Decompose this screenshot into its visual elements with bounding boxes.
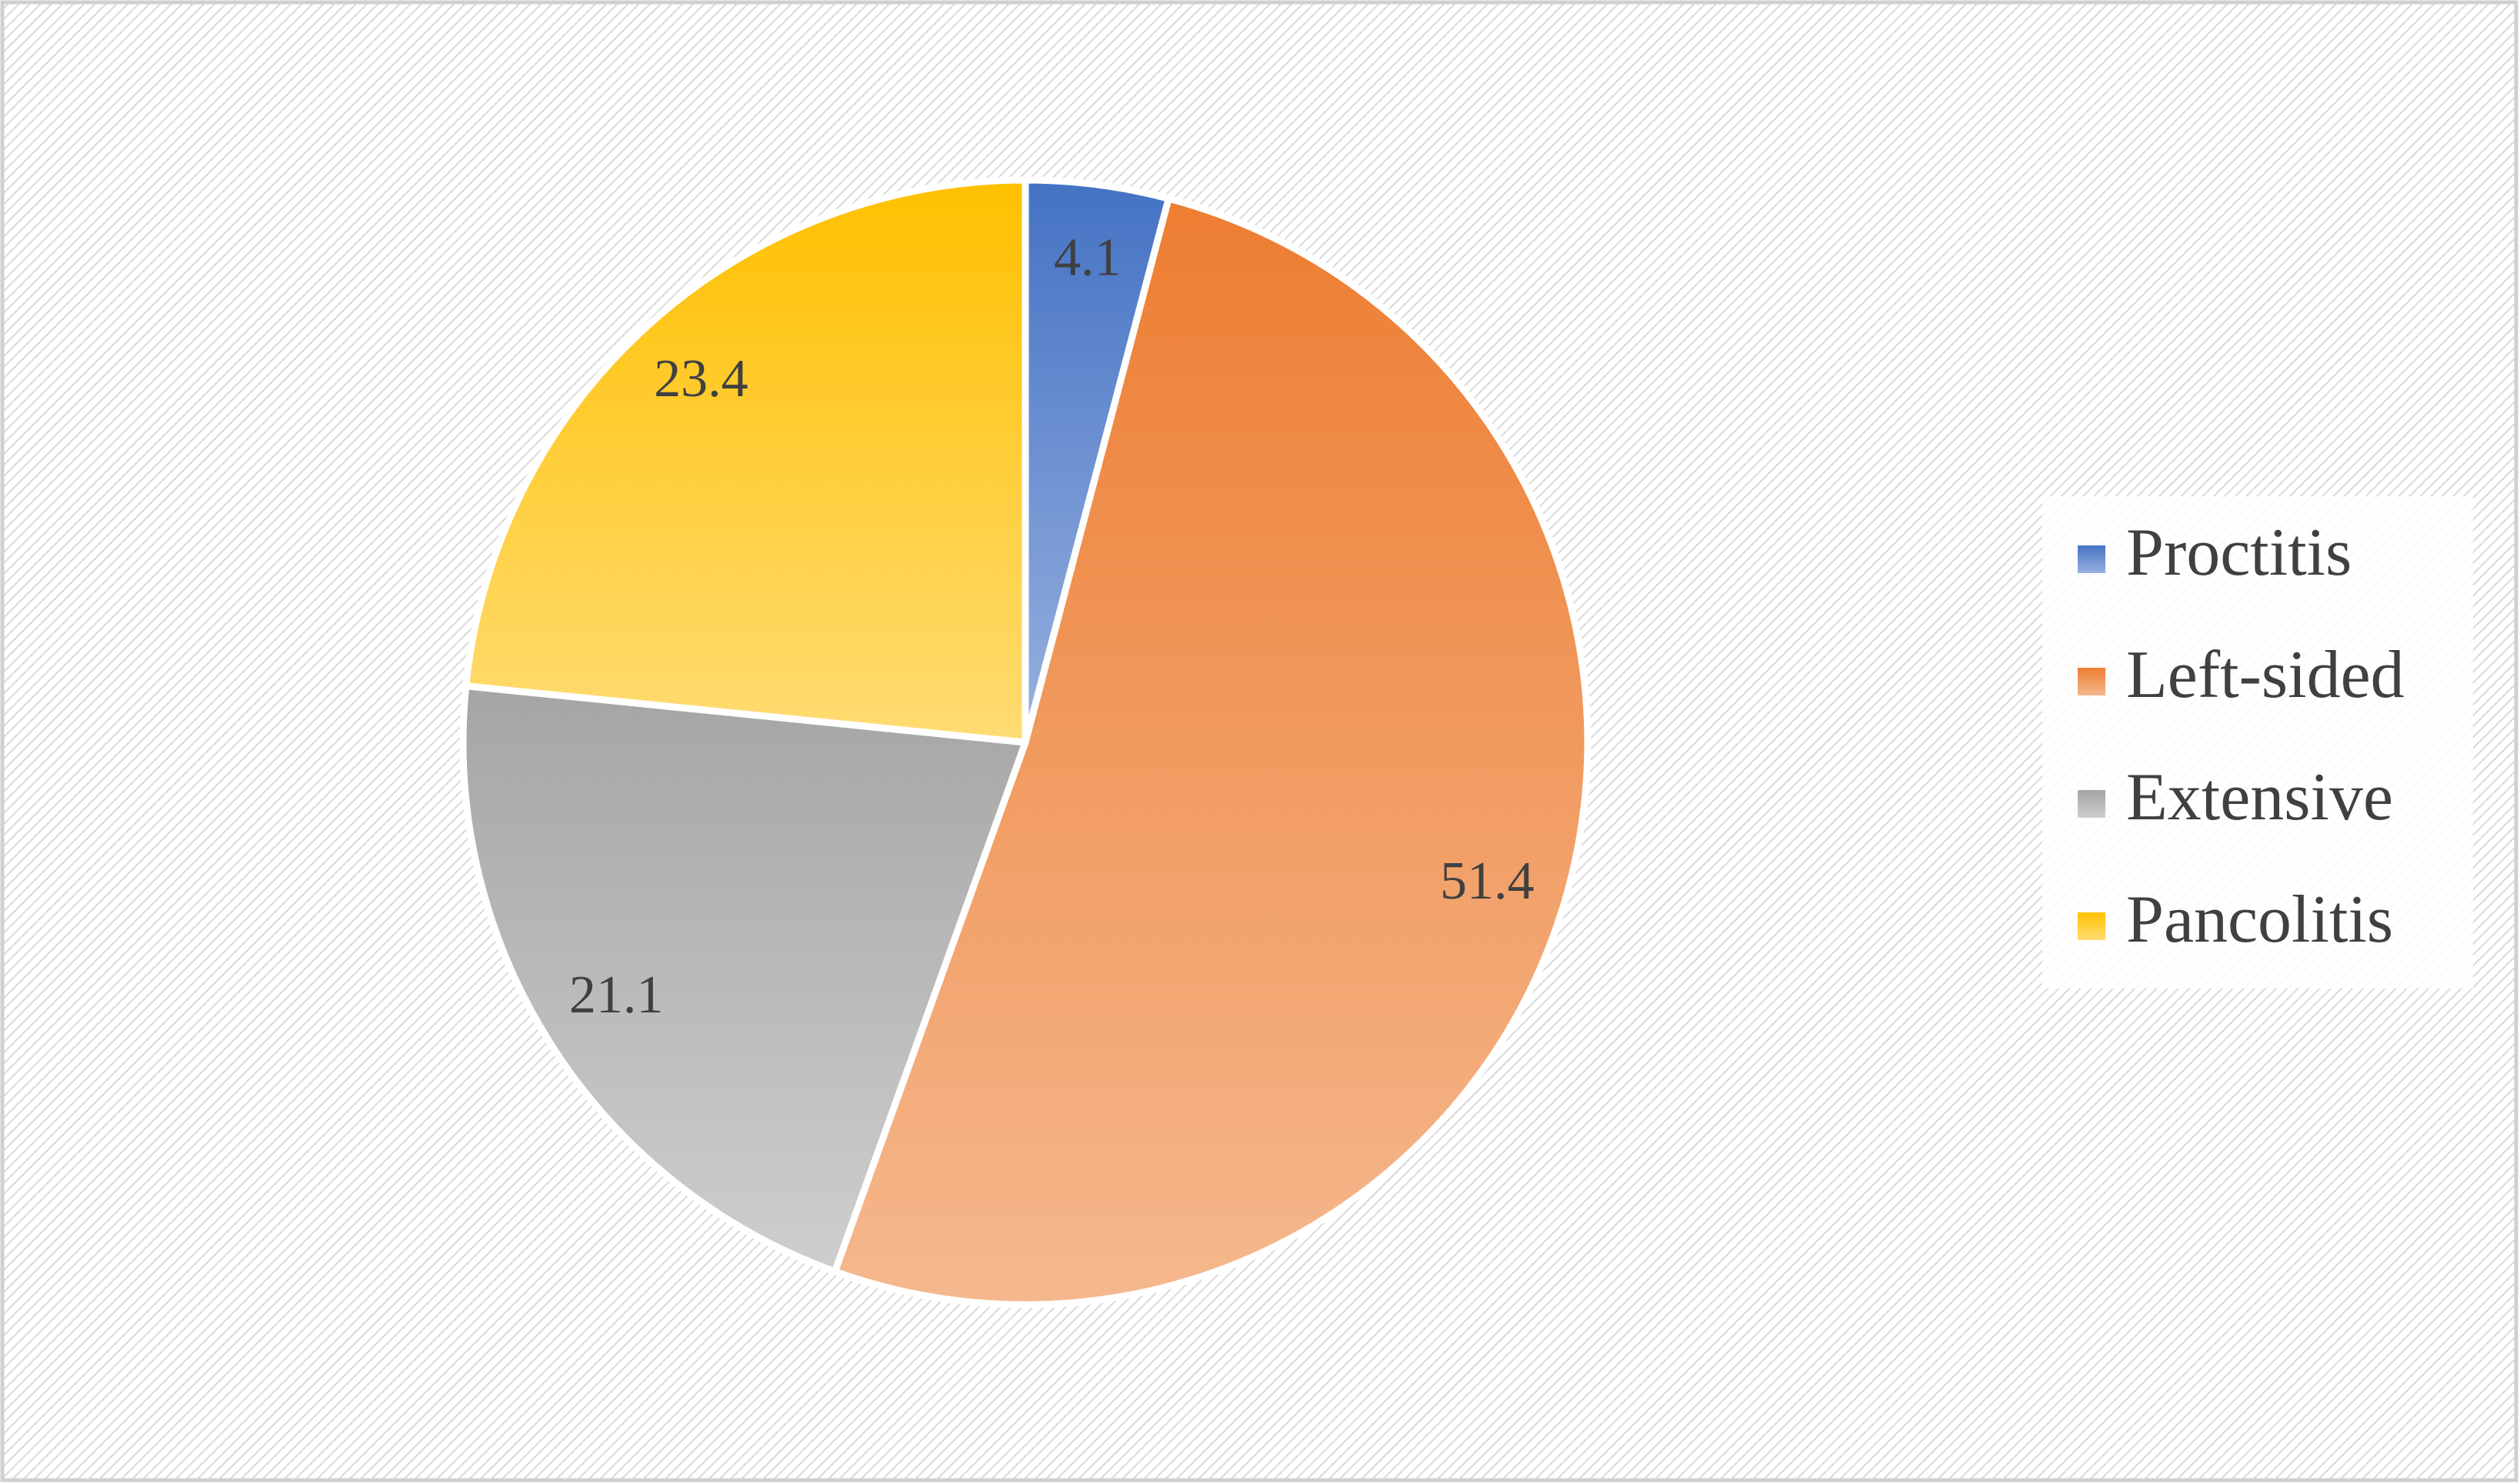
data-label: 21.1: [569, 965, 664, 1025]
legend-label: Extensive: [2126, 760, 2393, 835]
pie-slice: [831, 195, 1592, 1309]
legend-label: Left-sided: [2126, 638, 2405, 712]
data-label: 4.1: [1054, 228, 1122, 288]
legend-label: Pancolitis: [2126, 882, 2393, 957]
legend-swatch: [2078, 790, 2105, 818]
legend-label: Proctitis: [2126, 515, 2352, 590]
legend-swatch: [2078, 668, 2105, 695]
legend-swatch: [2078, 912, 2105, 940]
pie-slice: [462, 176, 1029, 746]
data-label: 51.4: [1440, 852, 1535, 911]
legend-swatch: [2078, 545, 2105, 573]
data-label: 23.4: [654, 349, 748, 409]
pie-slice: [459, 682, 1029, 1276]
legend-box: [2042, 496, 2473, 989]
